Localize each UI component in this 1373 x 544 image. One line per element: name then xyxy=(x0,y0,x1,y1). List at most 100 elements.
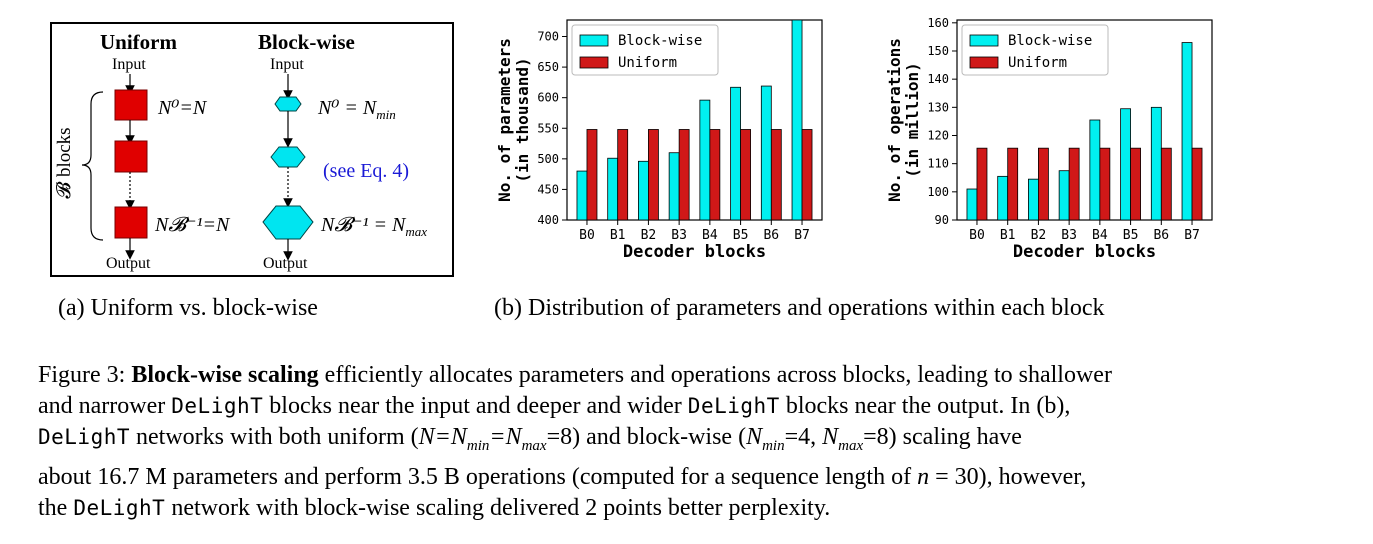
bar-block-wise-b6 xyxy=(1150,106,1162,221)
subcaption-b: (b) Distribution of parameters and opera… xyxy=(494,295,1105,321)
x-tick-label: B5 xyxy=(1123,228,1139,243)
legend-box xyxy=(571,24,719,76)
uniform-output-label: Output xyxy=(106,255,151,272)
bar-block-wise-b2 xyxy=(1028,178,1039,221)
bar-uniform-b1 xyxy=(617,129,629,221)
y-tick-label: 140 xyxy=(927,72,949,86)
bar-block-wise-b0 xyxy=(966,188,978,221)
y-axis-label-line1: No. of operations xyxy=(885,38,904,202)
blockwise-title: Block-wise xyxy=(258,30,355,54)
y-tick-label: 500 xyxy=(537,152,559,166)
bar-block-wise-b7 xyxy=(1181,42,1193,221)
parameters-chart: 400 450 500 550 600 650 700 B0 B1 B2 B3 B4 B5 B6 B7 Dec… xyxy=(495,19,823,262)
bar-block-wise-b5 xyxy=(1120,108,1131,221)
caption-line-4: about 16.7 M parameters and perform 3.5 … xyxy=(38,463,1087,490)
bar-uniform-b5 xyxy=(740,129,751,221)
x-axis-label: Decoder blocks xyxy=(623,242,766,262)
y-tick-label: 130 xyxy=(927,100,949,114)
operations-chart: 90 100 110 120 130 140 150 160 B0 B1 B2 B3 B4 B5 B6 B7 D… xyxy=(885,16,1213,262)
blockwise-output-label: Output xyxy=(263,255,308,272)
uniform-first-eq: N⁰=N xyxy=(158,97,207,119)
x-tick-label: B0 xyxy=(969,228,985,243)
blockwise-last-eq: N𝓑⁻¹ = Nmax xyxy=(321,214,428,239)
bar-block-wise-b3 xyxy=(668,152,680,221)
bar-uniform-b1 xyxy=(1007,147,1019,221)
x-tick-label: B1 xyxy=(1000,228,1016,243)
caption-line-3: DeLighT networks with both uniform (N=Nm… xyxy=(38,424,1022,454)
y-tick-label: 90 xyxy=(935,213,949,227)
bar-uniform-b0 xyxy=(976,147,988,221)
y-tick-label: 400 xyxy=(537,213,559,227)
blockwise-block-first xyxy=(274,96,302,112)
x-tick-label: B5 xyxy=(733,228,749,243)
uniform-vs-blockwise-diagram xyxy=(50,22,454,277)
x-tick-label: B2 xyxy=(641,228,657,243)
plot-frame xyxy=(566,19,823,221)
x-tick-label: B7 xyxy=(1184,228,1200,243)
x-tick-label: B4 xyxy=(702,228,718,243)
blockwise-block-last xyxy=(262,205,314,240)
y-tick-label: 150 xyxy=(927,44,949,58)
caption-line-5: the DeLighT network with block-wise scal… xyxy=(38,494,831,521)
bar-block-wise-b1 xyxy=(607,157,619,221)
bar-uniform-b5 xyxy=(1130,147,1141,221)
legend-label-uniform: Uniform xyxy=(1008,55,1067,71)
x-tick-label: B7 xyxy=(794,228,810,243)
legend-label-uniform: Uniform xyxy=(618,55,677,71)
y-axis-label-line2: (in thousand) xyxy=(513,57,532,182)
y-tick-label: 100 xyxy=(927,185,949,199)
subcaption-a: (a) Uniform vs. block-wise xyxy=(58,295,318,321)
uniform-last-eq: N𝓑⁻¹=N xyxy=(155,214,230,236)
figure-caption: Figure 3: Block-wise scaling efficiently… xyxy=(38,360,1338,524)
legend-box xyxy=(961,24,1109,76)
y-axis-label-line1: No. of parameters xyxy=(495,38,514,202)
x-axis-label: Decoder blocks xyxy=(1013,242,1156,262)
bar-block-wise-b0 xyxy=(576,170,588,221)
bar-uniform-b0 xyxy=(586,129,598,221)
x-tick-label: B6 xyxy=(1153,228,1169,243)
bar-uniform-b4 xyxy=(1099,147,1111,221)
x-tick-label: B6 xyxy=(763,228,779,243)
uniform-title: Uniform xyxy=(100,30,177,54)
blockwise-block-second xyxy=(270,146,306,168)
legend-label-block-wise: Block-wise xyxy=(618,33,702,49)
y-tick-label: 600 xyxy=(537,91,559,105)
bar-uniform-b3 xyxy=(1068,147,1080,221)
x-tick-label: B2 xyxy=(1031,228,1047,243)
bar-block-wise-b4 xyxy=(699,99,711,221)
eq-reference: (see Eq. 4) xyxy=(323,160,410,182)
y-tick-label: 650 xyxy=(537,60,559,74)
bar-block-wise-b6 xyxy=(760,85,772,221)
bar-block-wise-b1 xyxy=(997,175,1009,221)
x-tick-label: B1 xyxy=(610,228,626,243)
uniform-input-label: Input xyxy=(112,56,146,73)
y-tick-label: 160 xyxy=(927,16,949,30)
bar-block-wise-b4 xyxy=(1089,119,1101,221)
bar-block-wise-b7 xyxy=(791,19,803,221)
x-tick-label: B3 xyxy=(671,228,687,243)
y-tick-label: 120 xyxy=(927,128,949,142)
blockwise-input-label: Input xyxy=(270,56,304,73)
caption-line-1: Figure 3: Block-wise scaling efficiently… xyxy=(38,362,1112,388)
y-axis-label-line2: (in million) xyxy=(903,62,922,178)
uniform-block-second xyxy=(114,140,148,173)
bar-block-wise-b2 xyxy=(638,160,649,221)
uniform-block-first xyxy=(114,89,148,121)
y-tick-label: 550 xyxy=(537,121,559,135)
y-tick-label: 700 xyxy=(537,30,559,44)
blocks-brace xyxy=(81,91,104,241)
legend-swatch-uniform xyxy=(579,56,609,69)
diagram-svg xyxy=(81,74,314,261)
bar-uniform-b7 xyxy=(801,129,813,221)
blockwise-first-eq: N⁰ = Nmin xyxy=(318,97,396,122)
bar-block-wise-b5 xyxy=(730,86,741,221)
bar-uniform-b3 xyxy=(678,129,690,221)
x-tick-label: B0 xyxy=(579,228,595,243)
x-tick-label: B3 xyxy=(1061,228,1077,243)
bar-uniform-b6 xyxy=(770,129,782,221)
legend-swatch-block-wise xyxy=(579,34,609,47)
y-tick-label: 450 xyxy=(537,182,559,196)
bar-uniform-b2 xyxy=(648,129,659,221)
bar-uniform-b4 xyxy=(709,129,721,221)
legend-swatch-block-wise xyxy=(969,34,999,47)
